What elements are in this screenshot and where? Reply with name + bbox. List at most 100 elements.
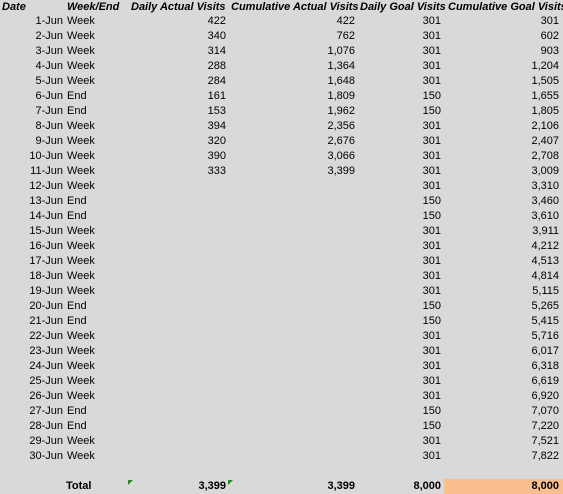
cell-daily-actual-visits[interactable] [128, 389, 226, 404]
cell-cumulative-goal-visits[interactable]: 6,017 [531, 345, 559, 357]
cell-cumulative-actual-visits[interactable]: 1,809 [327, 90, 355, 102]
cell-daily-goal-visits[interactable]: 301 [422, 135, 441, 147]
cell-cumulative-actual-visits[interactable]: 422 [336, 15, 355, 27]
cell-daily-actual-visits[interactable]: 288 [207, 60, 226, 72]
cell-week-end[interactable]: Week [67, 345, 95, 357]
cell-daily-goal-visits[interactable]: 301 [422, 330, 441, 342]
cell-week-end[interactable]: End [67, 195, 87, 207]
cell-week-end[interactable]: Week [67, 165, 95, 177]
cell-daily-goal-visits[interactable]: 150 [422, 420, 441, 432]
cell-cumulative-actual-visits[interactable] [228, 434, 355, 449]
total-label[interactable]: Total [66, 480, 92, 492]
cell-cumulative-actual-visits[interactable] [228, 284, 355, 299]
cell-daily-goal-visits[interactable]: 150 [422, 315, 441, 327]
cell-cumulative-goal-visits[interactable]: 602 [540, 30, 559, 42]
cell-daily-goal-visits[interactable]: 150 [422, 195, 441, 207]
cell-week-end[interactable]: Week [67, 240, 95, 252]
cell-date[interactable]: 28-Jun [29, 420, 63, 432]
cell-date[interactable]: 17-Jun [29, 255, 63, 267]
cell-daily-actual-visits[interactable] [128, 449, 226, 464]
cell-week-end[interactable]: End [67, 420, 87, 432]
cell-date[interactable]: 23-Jun [29, 345, 63, 357]
cell-cumulative-actual-visits[interactable] [228, 314, 355, 329]
cell-cumulative-goal-visits[interactable]: 3,911 [532, 225, 559, 237]
cell-daily-goal-visits[interactable]: 301 [422, 360, 441, 372]
cell-daily-actual-visits[interactable] [128, 254, 226, 269]
cell-daily-goal-visits[interactable]: 150 [422, 90, 441, 102]
cell-daily-goal-visits[interactable]: 301 [422, 15, 441, 27]
cell-week-end[interactable]: End [67, 405, 87, 417]
cell-week-end[interactable]: Week [67, 360, 95, 372]
cell-cumulative-goal-visits[interactable]: 2,106 [531, 120, 559, 132]
cell-cumulative-actual-visits[interactable] [228, 254, 355, 269]
cell-cumulative-actual-visits[interactable]: 1,648 [327, 75, 355, 87]
cell-cumulative-goal-visits[interactable]: 7,521 [531, 435, 559, 447]
total-cumulative-actual-visits[interactable]: 3,399 [327, 480, 355, 492]
cell-week-end[interactable]: Week [67, 150, 95, 162]
cell-date[interactable]: 21-Jun [29, 315, 63, 327]
cell-daily-goal-visits[interactable]: 301 [422, 60, 441, 72]
cell-date[interactable]: 6-Jun [35, 90, 63, 102]
cell-cumulative-goal-visits[interactable]: 1,204 [531, 60, 559, 72]
cell-week-end[interactable]: Week [67, 180, 95, 192]
cell-cumulative-goal-visits[interactable]: 4,513 [531, 255, 559, 267]
cell-week-end[interactable]: Week [67, 75, 95, 87]
cell-cumulative-actual-visits[interactable]: 762 [336, 30, 355, 42]
cell-cumulative-goal-visits[interactable]: 7,070 [531, 405, 559, 417]
cell-daily-goal-visits[interactable]: 301 [422, 450, 441, 462]
cell-date[interactable]: 8-Jun [35, 120, 63, 132]
cell-cumulative-actual-visits[interactable]: 1,364 [327, 60, 355, 72]
header-daily-goal-visits[interactable]: Daily Goal Visits [360, 1, 446, 13]
cell-cumulative-actual-visits[interactable] [228, 299, 355, 314]
cell-cumulative-goal-visits[interactable]: 6,920 [531, 390, 559, 402]
cell-daily-actual-visits[interactable] [128, 284, 226, 299]
cell-daily-goal-visits[interactable]: 301 [422, 165, 441, 177]
cell-week-end[interactable]: Week [67, 270, 95, 282]
cell-cumulative-actual-visits[interactable]: 2,356 [327, 120, 355, 132]
cell-daily-actual-visits[interactable] [128, 419, 226, 434]
cell-date[interactable]: 20-Jun [29, 300, 63, 312]
cell-daily-actual-visits[interactable] [128, 269, 226, 284]
cell-week-end[interactable]: Week [67, 30, 95, 42]
cell-date[interactable]: 25-Jun [29, 375, 63, 387]
cell-cumulative-goal-visits[interactable]: 5,265 [531, 300, 559, 312]
cell-date[interactable]: 14-Jun [29, 210, 63, 222]
cell-daily-actual-visits[interactable] [128, 359, 226, 374]
cell-week-end[interactable]: Week [67, 435, 95, 447]
cell-week-end[interactable]: Week [67, 330, 95, 342]
cell-date[interactable]: 5-Jun [35, 75, 63, 87]
cell-date[interactable]: 1-Jun [35, 15, 63, 27]
cell-cumulative-actual-visits[interactable] [228, 194, 355, 209]
cell-daily-goal-visits[interactable]: 150 [422, 300, 441, 312]
cell-cumulative-goal-visits[interactable]: 7,822 [531, 450, 559, 462]
cell-daily-actual-visits[interactable]: 161 [207, 90, 226, 102]
cell-cumulative-goal-visits[interactable]: 5,115 [532, 285, 559, 297]
cell-daily-actual-visits[interactable]: 340 [207, 30, 226, 42]
cell-cumulative-goal-visits[interactable]: 4,814 [531, 270, 559, 282]
cell-week-end[interactable]: Week [67, 285, 95, 297]
cell-cumulative-actual-visits[interactable] [228, 389, 355, 404]
cell-cumulative-actual-visits[interactable] [228, 449, 355, 464]
cell-date[interactable]: 22-Jun [29, 330, 63, 342]
cell-daily-actual-visits[interactable] [128, 404, 226, 419]
cell-cumulative-goal-visits[interactable]: 6,318 [531, 360, 559, 372]
cell-cumulative-goal-visits[interactable]: 1,505 [531, 75, 559, 87]
cell-daily-actual-visits[interactable]: 320 [207, 135, 226, 147]
cell-cumulative-goal-visits[interactable]: 1,805 [531, 105, 559, 117]
cell-daily-actual-visits[interactable]: 284 [207, 75, 226, 87]
cell-cumulative-actual-visits[interactable] [228, 329, 355, 344]
cell-cumulative-actual-visits[interactable] [228, 224, 355, 239]
cell-week-end[interactable]: Week [67, 120, 95, 132]
cell-cumulative-actual-visits[interactable]: 1,076 [327, 45, 355, 57]
cell-date[interactable]: 13-Jun [29, 195, 63, 207]
cell-week-end[interactable]: Week [67, 255, 95, 267]
cell-daily-goal-visits[interactable]: 301 [422, 225, 441, 237]
cell-week-end[interactable]: Week [67, 450, 95, 462]
cell-daily-actual-visits[interactable] [128, 374, 226, 389]
cell-daily-goal-visits[interactable]: 150 [422, 105, 441, 117]
cell-daily-actual-visits[interactable] [128, 434, 226, 449]
cell-cumulative-actual-visits[interactable]: 2,676 [327, 135, 355, 147]
cell-week-end[interactable]: End [67, 210, 87, 222]
cell-week-end[interactable]: Week [67, 15, 95, 27]
cell-cumulative-actual-visits[interactable] [228, 239, 355, 254]
